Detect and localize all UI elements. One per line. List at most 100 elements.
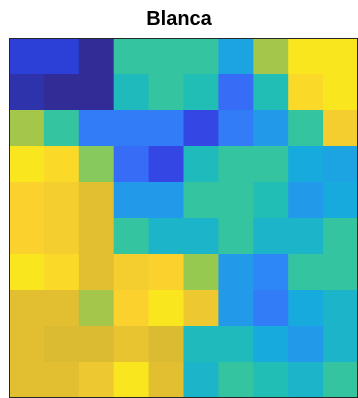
heatmap-cell-r8-c9 <box>323 326 358 363</box>
heatmap-cell-r8-c4 <box>148 326 185 363</box>
heatmap-cell-r8-c1 <box>43 326 80 363</box>
heatmap-cell-r2-c2 <box>78 110 115 147</box>
heatmap-cell-r3-c1 <box>43 146 80 183</box>
heatmap-cell-r4-c6 <box>218 182 254 219</box>
heatmap-cell-r4-c8 <box>288 182 324 219</box>
heatmap-cell-r3-c9 <box>323 146 358 183</box>
heatmap-cell-r8-c8 <box>288 326 324 363</box>
heatmap-cell-r4-c4 <box>148 182 185 219</box>
heatmap-cell-r5-c0 <box>9 218 45 255</box>
heatmap-cell-r8-c5 <box>183 326 219 363</box>
heatmap-cell-r5-c4 <box>148 218 185 255</box>
heatmap-cell-r5-c7 <box>253 218 289 255</box>
heatmap-cell-r8-c7 <box>253 326 289 363</box>
heatmap-cell-r1-c6 <box>218 74 254 111</box>
heatmap-cell-r3-c5 <box>183 146 219 183</box>
heatmap-cell-r7-c1 <box>43 290 80 327</box>
heatmap-cell-r7-c6 <box>218 290 254 327</box>
heatmap-cell-r0-c8 <box>288 38 324 75</box>
heatmap-cell-r1-c3 <box>113 74 150 111</box>
heatmap-cell-r1-c0 <box>9 74 45 111</box>
heatmap-cell-r1-c5 <box>183 74 219 111</box>
heatmap-cell-r9-c3 <box>113 362 150 398</box>
heatmap-cell-r2-c9 <box>323 110 358 147</box>
heatmap-cell-r4-c2 <box>78 182 115 219</box>
heatmap-cell-r2-c5 <box>183 110 219 147</box>
heatmap-cell-r0-c1 <box>43 38 80 75</box>
heatmap-cell-r6-c7 <box>253 254 289 291</box>
heatmap-cell-r2-c0 <box>9 110 45 147</box>
heatmap-cell-r4-c0 <box>9 182 45 219</box>
heatmap-cell-r6-c3 <box>113 254 150 291</box>
heatmap-cell-r3-c4 <box>148 146 185 183</box>
heatmap-cell-r1-c8 <box>288 74 324 111</box>
chart-title: Blanca <box>146 8 212 30</box>
heatmap-cell-r8-c0 <box>9 326 45 363</box>
heatmap-cell-r7-c8 <box>288 290 324 327</box>
heatmap-cell-r6-c9 <box>323 254 358 291</box>
heatmap-cell-r0-c5 <box>183 38 219 75</box>
heatmap-cell-r9-c2 <box>78 362 115 398</box>
heatmap-cell-r7-c9 <box>323 290 358 327</box>
heatmap-cell-r3-c0 <box>9 146 45 183</box>
heatmap-cell-r9-c6 <box>218 362 254 398</box>
heatmap-cell-r3-c6 <box>218 146 254 183</box>
heatmap-cell-r9-c7 <box>253 362 289 398</box>
heatmap-cell-r2-c7 <box>253 110 289 147</box>
heatmap-cell-r0-c4 <box>148 38 185 75</box>
heatmap-cell-r1-c4 <box>148 74 185 111</box>
heatmap-cell-r2-c3 <box>113 110 150 147</box>
heatmap-cell-r6-c2 <box>78 254 115 291</box>
heatmap-cell-r6-c8 <box>288 254 324 291</box>
heatmap-cell-r7-c7 <box>253 290 289 327</box>
heatmap-cell-r3-c7 <box>253 146 289 183</box>
heatmap-cell-r5-c8 <box>288 218 324 255</box>
heatmap-cell-r5-c6 <box>218 218 254 255</box>
heatmap-cell-r2-c4 <box>148 110 185 147</box>
heatmap-cell-r0-c0 <box>9 38 45 75</box>
heatmap-cell-r5-c9 <box>323 218 358 255</box>
heatmap-cell-r0-c2 <box>78 38 115 75</box>
heatmap-cell-r1-c1 <box>43 74 80 111</box>
heatmap-cell-r7-c5 <box>183 290 219 327</box>
heatmap-cell-r3-c3 <box>113 146 150 183</box>
heatmap-cell-r1-c2 <box>78 74 115 111</box>
heatmap-cell-r4-c1 <box>43 182 80 219</box>
heatmap-cell-r8-c3 <box>113 326 150 363</box>
heatmap-cell-r9-c0 <box>9 362 45 398</box>
heatmap-cell-r0-c6 <box>218 38 254 75</box>
heatmap-cell-r4-c9 <box>323 182 358 219</box>
heatmap-cell-r2-c1 <box>43 110 80 147</box>
heatmap-cell-r3-c2 <box>78 146 115 183</box>
heatmap-cell-r4-c7 <box>253 182 289 219</box>
heatmap-cell-r9-c8 <box>288 362 324 398</box>
heatmap-cell-r5-c1 <box>43 218 80 255</box>
heatmap-cell-r9-c4 <box>148 362 185 398</box>
heatmap-cell-r8-c2 <box>78 326 115 363</box>
heatmap-cell-r6-c6 <box>218 254 254 291</box>
heatmap-cell-r5-c5 <box>183 218 219 255</box>
heatmap-cell-r2-c8 <box>288 110 324 147</box>
heatmap-cell-r1-c9 <box>323 74 358 111</box>
heatmap-cell-r4-c3 <box>113 182 150 219</box>
heatmap-cell-r6-c0 <box>9 254 45 291</box>
heatmap-cell-r7-c4 <box>148 290 185 327</box>
heatmap-cell-r9-c5 <box>183 362 219 398</box>
heatmap-cell-r9-c9 <box>323 362 358 398</box>
heatmap-cell-r0-c9 <box>323 38 358 75</box>
heatmap-cell-r2-c6 <box>218 110 254 147</box>
heatmap-cells <box>9 38 358 398</box>
heatmap-cell-r7-c3 <box>113 290 150 327</box>
heatmap-cell-r4-c5 <box>183 182 219 219</box>
heatmap-cell-r5-c2 <box>78 218 115 255</box>
heatmap-cell-r8-c6 <box>218 326 254 363</box>
heatmap-cell-r0-c3 <box>113 38 150 75</box>
heatmap-cell-r0-c7 <box>253 38 289 75</box>
heatmap-cell-r1-c7 <box>253 74 289 111</box>
heatmap-cell-r3-c8 <box>288 146 324 183</box>
heatmap-cell-r5-c3 <box>113 218 150 255</box>
heatmap-cell-r6-c5 <box>183 254 219 291</box>
heatmap-cell-r7-c0 <box>9 290 45 327</box>
heatmap-cell-r7-c2 <box>78 290 115 327</box>
